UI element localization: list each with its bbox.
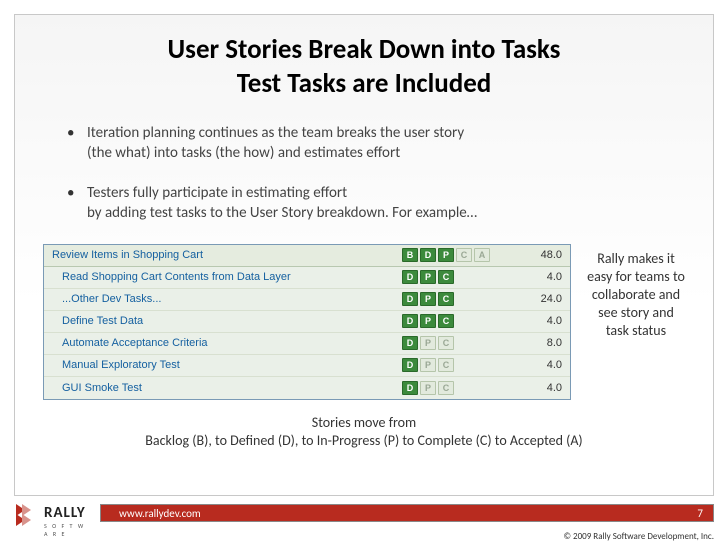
- slide-title: User Stories Break Down into Tasks Test …: [43, 33, 685, 101]
- status-flow-caption: Stories move from Backlog (B), to Define…: [43, 414, 685, 452]
- footer-url: www.rallydev.com: [119, 507, 201, 520]
- status-cell-P: P: [438, 248, 454, 262]
- task-estimate: 4.0: [512, 315, 562, 327]
- task-estimate: 4.0: [512, 359, 562, 371]
- task-estimate: 8.0: [512, 337, 562, 349]
- status-cell-D: D: [402, 314, 418, 328]
- story-name: Review Items in Shopping Cart: [52, 249, 402, 261]
- status-cells: DPC: [402, 358, 512, 372]
- status-cell-D: D: [402, 381, 418, 395]
- status-cell-P: P: [420, 292, 436, 306]
- status-cell-C: C: [438, 336, 454, 350]
- title-line-2: Test Tasks are Included: [237, 67, 492, 100]
- task-estimate: 4.0: [512, 271, 562, 283]
- story-estimate: 48.0: [512, 249, 562, 261]
- status-cells: DPC: [402, 270, 512, 284]
- status-cell-P: P: [420, 336, 436, 350]
- task-estimate: 4.0: [512, 382, 562, 394]
- status-cell-D: D: [402, 270, 418, 284]
- task-name: GUI Smoke Test: [62, 382, 402, 394]
- task-name: Manual Exploratory Test: [62, 359, 402, 371]
- status-cells: DPC: [402, 381, 512, 395]
- footer: RALLY S O F T W A R E www.rallydev.com 7…: [0, 498, 728, 546]
- status-cells: DPC: [402, 314, 512, 328]
- logo-text: RALLY: [44, 504, 86, 522]
- task-name: Define Test Data: [62, 315, 402, 327]
- status-cell-D: D: [402, 336, 418, 350]
- status-cell-B: B: [402, 248, 418, 262]
- logo-subtext: S O F T W A R E: [44, 522, 90, 538]
- status-cell-P: P: [420, 270, 436, 284]
- footer-bar: www.rallydev.com 7: [100, 504, 714, 522]
- task-name: Read Shopping Cart Contents from Data La…: [62, 271, 402, 283]
- status-cell-C: C: [438, 292, 454, 306]
- status-cells: DPC: [402, 292, 512, 306]
- side-note: Rally makes it easy for teams to collabo…: [587, 244, 685, 341]
- status-cells: DPC: [402, 336, 512, 350]
- task-row: ...Other Dev Tasks...DPC24.0: [44, 289, 570, 311]
- task-name: Automate Acceptance Criteria: [62, 337, 402, 349]
- status-cell-C: C: [438, 358, 454, 372]
- task-row: Manual Exploratory TestDPC4.0: [44, 355, 570, 377]
- status-cell-C: C: [438, 270, 454, 284]
- task-breakdown-panel: Review Items in Shopping CartBDPCA48.0Re…: [43, 244, 571, 400]
- bullet-1: Iteration planning continues as the team…: [67, 123, 685, 164]
- task-row: Automate Acceptance CriteriaDPC8.0: [44, 333, 570, 355]
- status-cell-C: C: [456, 248, 472, 262]
- slide-body: User Stories Break Down into Tasks Test …: [14, 14, 714, 496]
- status-cell-D: D: [402, 358, 418, 372]
- status-cell-A: A: [474, 248, 490, 262]
- status-cell-P: P: [420, 314, 436, 328]
- task-estimate: 24.0: [512, 293, 562, 305]
- task-name: ...Other Dev Tasks...: [62, 293, 402, 305]
- title-line-1: User Stories Break Down into Tasks: [168, 33, 561, 66]
- rally-logo: RALLY S O F T W A R E: [16, 502, 90, 542]
- status-cell-P: P: [420, 381, 436, 395]
- task-row: Define Test DataDPC4.0: [44, 311, 570, 333]
- page-number: 7: [697, 507, 703, 520]
- story-header-row: Review Items in Shopping CartBDPCA48.0: [44, 245, 570, 267]
- bullet-list: Iteration planning continues as the team…: [43, 123, 685, 224]
- copyright: © 2009 Rally Software Development, Inc.: [563, 531, 714, 542]
- status-cell-D: D: [420, 248, 436, 262]
- task-row: GUI Smoke TestDPC4.0: [44, 377, 570, 399]
- status-cell-C: C: [438, 381, 454, 395]
- content-row: Review Items in Shopping CartBDPCA48.0Re…: [43, 244, 685, 400]
- status-cell-D: D: [402, 292, 418, 306]
- task-row: Read Shopping Cart Contents from Data La…: [44, 267, 570, 289]
- status-cell-P: P: [420, 358, 436, 372]
- status-cells: BDPCA: [402, 248, 512, 262]
- status-cell-C: C: [438, 314, 454, 328]
- logo-chevrons-icon: [16, 504, 42, 526]
- bullet-2: Testers fully participate in estimating …: [67, 183, 685, 224]
